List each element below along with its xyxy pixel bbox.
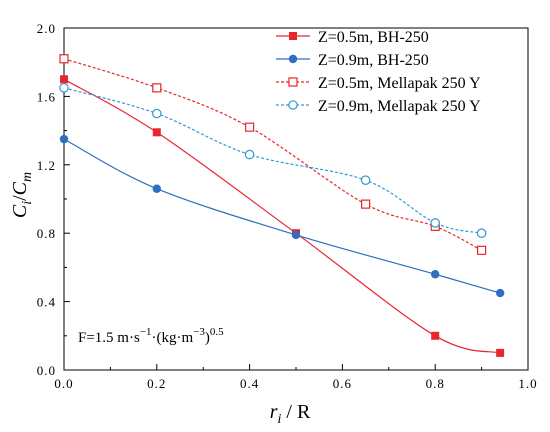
legend-marker: [288, 100, 298, 110]
annotation: F=1.5 m·s−1·(kg·m−3)0.5: [78, 326, 224, 346]
series-4-point: [152, 108, 162, 119]
series-4: [59, 83, 487, 238]
series-1: [60, 75, 505, 357]
legend: Z=0.5m, BH-250 Z=0.9m, BH-250 Z=0.5m, Mell…: [276, 29, 481, 115]
series-1-point: [431, 331, 440, 340]
series-1-point: [60, 75, 68, 84]
series-3-point: [245, 122, 255, 132]
axis-tick-labels: 0.0 0.2 0.4 0.6 0.8 1.0 0.0 0.4 0.8 1.2 1.6 2.0: [37, 21, 537, 391]
series-2-point: [152, 184, 161, 193]
series-2: [59, 134, 505, 298]
legend-marker: [288, 77, 298, 87]
series-3-point: [59, 54, 69, 64]
y-axis-title: Ci/Cm: [9, 172, 35, 218]
series-1-point: [152, 128, 161, 137]
x-tick-label: 0.4: [240, 376, 259, 391]
series-4-point: [244, 149, 255, 160]
x-tick-label: 0.2: [147, 376, 166, 391]
plot-area: 0.0 0.2 0.4 0.6 0.8 1.0 0.0 0.4 0.8 1.2 1.6 2.0: [37, 21, 537, 391]
legend-marker: [288, 54, 298, 64]
y-tick-label: 0.8: [37, 226, 56, 241]
series-2-point: [59, 134, 69, 144]
series-1-line: [63, 78, 501, 354]
x-axis-title: ri / R: [270, 401, 311, 427]
x-tick-label: 0.0: [54, 376, 73, 391]
series-2-point: [495, 288, 505, 298]
y-tick-label: 0.0: [37, 363, 56, 378]
x-tick-label: 0.8: [426, 376, 445, 391]
legend-label: Z=0.9m, BH-250: [318, 52, 429, 69]
x-tick-label: 0.6: [333, 376, 352, 391]
legend-label: Z=0.5m, BH-250: [318, 29, 429, 46]
legend-item-3: Z=0.5m, Mellapak 250 Y: [276, 75, 481, 92]
y-tick-label: 2.0: [37, 21, 56, 36]
y-tick-label: 1.2: [37, 158, 56, 173]
series-layer: [59, 54, 505, 357]
y-tick-label: 0.4: [37, 295, 56, 310]
series-2-point: [431, 270, 440, 279]
legend-item-2: Z=0.9m, BH-250: [276, 52, 429, 69]
series-1-point: [496, 348, 505, 357]
series-4-line: [63, 87, 482, 234]
series-3-point: [361, 199, 371, 209]
series-4-point: [59, 83, 69, 93]
legend-marker: [289, 32, 297, 40]
legend-label: Z=0.5m, Mellapak 250 Y: [318, 75, 481, 92]
series-4-point: [430, 218, 440, 228]
legend-item-4: Z=0.9m, Mellapak 250 Y: [276, 98, 481, 115]
series-4-point: [476, 228, 487, 238]
series-4-point: [360, 175, 371, 185]
legend-item-1: Z=0.5m, BH-250: [276, 29, 429, 46]
series-3-point: [152, 83, 162, 93]
x-tick-label: 1.0: [518, 376, 537, 391]
series-3-point: [477, 245, 487, 255]
y-tick-label: 1.6: [37, 89, 56, 104]
legend-label: Z=0.9m, Mellapak 250 Y: [318, 98, 481, 115]
series-2-point: [291, 230, 301, 240]
